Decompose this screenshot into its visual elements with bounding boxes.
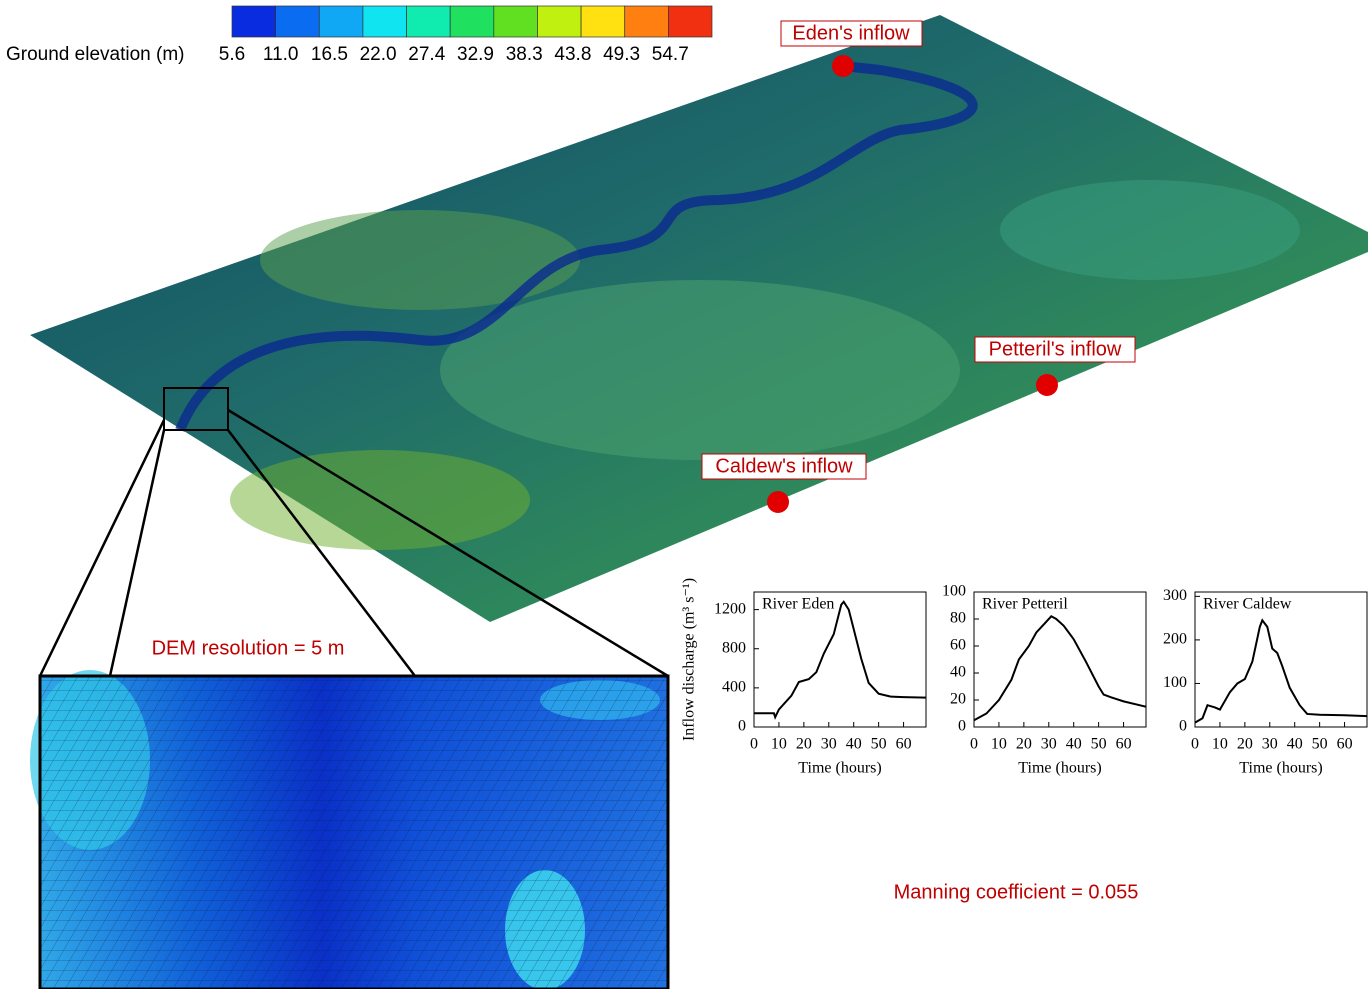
page: Eden's inflow Petteril's inflow Caldew's… [0, 0, 1368, 989]
x-tick-label: 50 [1312, 736, 1328, 753]
figure: Eden's inflow Petteril's inflow Caldew's… [0, 0, 1368, 989]
x-tick-label: 0 [1191, 736, 1199, 753]
y-tick-label: 0 [958, 718, 966, 735]
y-tick-label: 100 [1163, 674, 1187, 691]
chart-title: River Petteril [982, 596, 1068, 613]
colorbar-cell [363, 6, 407, 37]
colorbar-cell [232, 6, 276, 37]
y-tick-label: 0 [738, 718, 746, 735]
x-tick-label: 50 [1091, 736, 1107, 753]
colorbar-tick-label: 38.3 [506, 44, 543, 65]
y-tick-label: 200 [1163, 631, 1187, 648]
x-tick-label: 0 [970, 736, 978, 753]
colorbar-cell [668, 6, 712, 37]
y-tick-label: 1200 [714, 600, 746, 617]
y-tick-label: 300 [1163, 587, 1187, 604]
colorbar-cell [625, 6, 669, 37]
x-axis-label: Time (hours) [798, 760, 881, 777]
colorbar-tick-label: 5.6 [219, 44, 245, 65]
colorbar-tick-label: 54.7 [652, 44, 689, 65]
colorbar-cell [537, 6, 581, 37]
dem-resolution: DEM resolution = 5 m [152, 637, 345, 659]
x-tick-label: 50 [871, 736, 887, 753]
colorbar-tick-label: 11.0 [263, 44, 299, 65]
colorbar-cell [276, 6, 320, 37]
x-tick-label: 20 [796, 736, 812, 753]
x-tick-label: 60 [1116, 736, 1132, 753]
colorbar-cell [581, 6, 625, 37]
x-tick-label: 20 [1237, 736, 1253, 753]
eden-label: Eden's inflow [792, 22, 910, 44]
y-tick-label: 40 [950, 664, 966, 681]
colorbar-label: Ground elevation (m) [6, 44, 184, 65]
x-tick-label: 40 [1287, 736, 1303, 753]
caldew-label: Caldew's inflow [715, 455, 853, 477]
colorbar-tick-label: 16.5 [311, 44, 348, 65]
chart-title: River Eden [762, 596, 834, 613]
x-tick-label: 30 [1262, 736, 1278, 753]
y-tick-label: 20 [950, 691, 966, 708]
x-tick-label: 60 [896, 736, 912, 753]
x-tick-label: 60 [1337, 736, 1353, 753]
dem-view [30, 15, 1368, 989]
petteril-label: Petteril's inflow [989, 338, 1122, 360]
colorbar-cell [319, 6, 363, 37]
x-axis-label: Time (hours) [1239, 760, 1322, 777]
discharge-line [974, 616, 1146, 720]
colorbar-cell [450, 6, 494, 37]
colorbar-tick-label: 27.4 [408, 44, 445, 65]
colorbar-tick-label: 32.9 [457, 44, 494, 65]
colorbar: 5.6 11.0 16.5 22.0 27.4 32.9 38.3 43.8 49.3 54.7 [219, 6, 712, 65]
y-tick-label: 800 [722, 639, 746, 656]
x-axis-label: Time (hours) [1018, 760, 1101, 777]
y-tick-label: 400 [722, 679, 746, 696]
discharge-line [754, 602, 926, 717]
x-tick-label: 0 [750, 736, 758, 753]
colorbar-tick-label: 43.8 [554, 44, 591, 65]
colorbar-cell [407, 6, 451, 37]
manning-coefficient: Manning coefficient = 0.055 [894, 881, 1139, 903]
chart-title: River Caldew [1203, 596, 1292, 613]
colorbar-tick-label: 22.0 [360, 44, 397, 65]
colorbar-tick-label: 49.3 [603, 44, 640, 65]
y-tick-label: 80 [950, 610, 966, 627]
y-tick-label: 100 [942, 583, 966, 600]
y-tick-label: 60 [950, 637, 966, 654]
x-tick-label: 40 [846, 736, 862, 753]
x-tick-label: 10 [991, 736, 1007, 753]
x-tick-label: 30 [1041, 736, 1057, 753]
x-tick-label: 10 [1212, 736, 1228, 753]
x-tick-label: 20 [1016, 736, 1032, 753]
discharge-line [1195, 620, 1367, 722]
x-tick-label: 10 [771, 736, 787, 753]
x-tick-label: 30 [821, 736, 837, 753]
x-tick-label: 40 [1066, 736, 1082, 753]
colorbar-cell [494, 6, 538, 37]
y-axis-label: Inflow discharge (m³ s⁻¹) [681, 578, 698, 741]
y-tick-label: 0 [1179, 718, 1187, 735]
